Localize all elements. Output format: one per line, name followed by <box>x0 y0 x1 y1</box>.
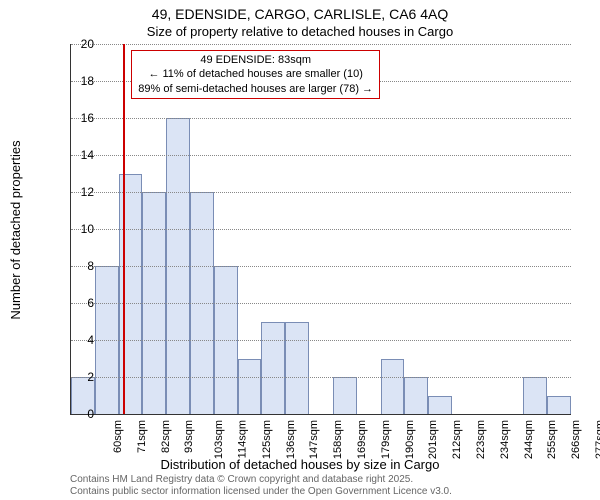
xtick-label: 71sqm <box>136 420 148 453</box>
xtick-label: 201sqm <box>428 420 440 459</box>
xtick-label: 169sqm <box>356 420 368 459</box>
gridline <box>71 118 571 119</box>
bar <box>333 377 357 414</box>
annotation-title: 49 EDENSIDE: 83sqm <box>138 53 373 67</box>
x-axis-label: Distribution of detached houses by size … <box>0 457 600 472</box>
xtick-label: 212sqm <box>451 420 463 459</box>
footer-text: Contains HM Land Registry data © Crown c… <box>70 474 452 498</box>
xtick-label: 82sqm <box>160 420 172 453</box>
bar <box>428 396 452 415</box>
ytick-label: 0 <box>54 407 94 421</box>
ytick-label: 4 <box>54 333 94 347</box>
xtick-label: 147sqm <box>309 420 321 459</box>
chart-title: 49, EDENSIDE, CARGO, CARLISLE, CA6 4AQ <box>0 0 600 22</box>
xtick-label: 125sqm <box>261 420 273 459</box>
gridline <box>71 192 571 193</box>
bar <box>285 322 309 415</box>
ytick-label: 10 <box>54 222 94 236</box>
annotation-line2: 89% of semi-detached houses are larger (… <box>138 82 373 96</box>
marker-line <box>123 44 125 414</box>
annotation-line1: ← 11% of detached houses are smaller (10… <box>138 67 373 81</box>
xtick-label: 255sqm <box>547 420 559 459</box>
plot-area: 49 EDENSIDE: 83sqm← 11% of detached hous… <box>70 44 571 415</box>
ytick-label: 14 <box>54 148 94 162</box>
ytick-label: 6 <box>54 296 94 310</box>
xtick-label: 179sqm <box>380 420 392 459</box>
xtick-label: 244sqm <box>523 420 535 459</box>
bar <box>381 359 405 415</box>
ytick-label: 16 <box>54 111 94 125</box>
xtick-label: 234sqm <box>499 420 511 459</box>
y-axis-label: Number of detached properties <box>8 51 23 230</box>
gridline <box>71 266 571 267</box>
ytick-label: 8 <box>54 259 94 273</box>
xtick-label: 158sqm <box>332 420 344 459</box>
annotation-box: 49 EDENSIDE: 83sqm← 11% of detached hous… <box>131 50 380 99</box>
gridline <box>71 229 571 230</box>
xtick-label: 60sqm <box>112 420 124 453</box>
bar <box>238 359 262 415</box>
xtick-label: 114sqm <box>236 420 248 458</box>
xtick-label: 277sqm <box>594 420 600 459</box>
bar <box>261 322 285 415</box>
footer-line2: Contains public sector information licen… <box>70 486 452 498</box>
ytick-label: 20 <box>54 37 94 51</box>
ytick-label: 18 <box>54 74 94 88</box>
chart-container: 49, EDENSIDE, CARGO, CARLISLE, CA6 4AQ S… <box>0 0 600 500</box>
bar <box>404 377 428 414</box>
xtick-label: 136sqm <box>285 420 297 459</box>
gridline <box>71 303 571 304</box>
xtick-label: 266sqm <box>570 420 582 459</box>
gridline <box>71 340 571 341</box>
bar <box>523 377 547 414</box>
footer-line1: Contains HM Land Registry data © Crown c… <box>70 474 452 486</box>
xtick-label: 93sqm <box>183 420 195 453</box>
ytick-label: 12 <box>54 185 94 199</box>
bar <box>547 396 571 415</box>
gridline <box>71 44 571 45</box>
ytick-label: 2 <box>54 370 94 384</box>
xtick-label: 190sqm <box>404 420 416 459</box>
xtick-label: 103sqm <box>213 420 225 459</box>
gridline <box>71 155 571 156</box>
gridline <box>71 377 571 378</box>
xtick-label: 223sqm <box>475 420 487 459</box>
